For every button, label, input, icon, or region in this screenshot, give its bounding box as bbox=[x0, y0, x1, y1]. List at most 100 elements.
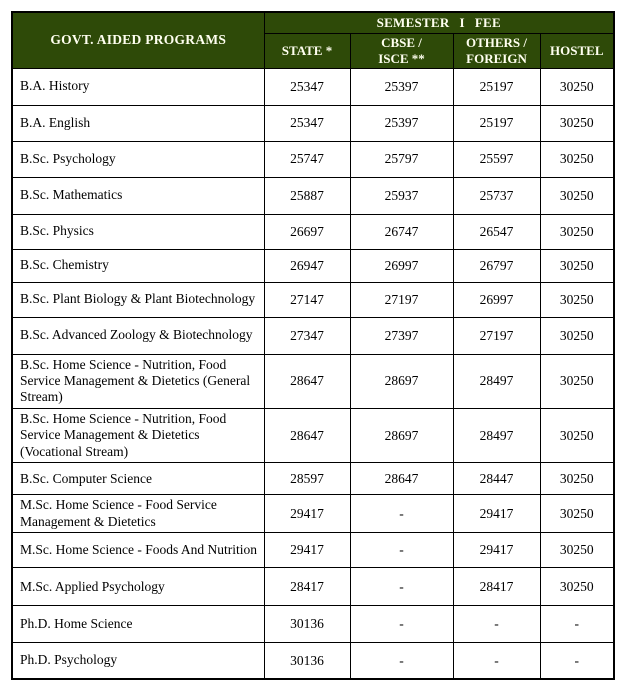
table-row: B.Sc. Home Science - Nutrition, Food Ser… bbox=[11, 407, 615, 464]
table-row: M.Sc. Applied Psychology 28417-28417 30250 bbox=[11, 567, 615, 607]
hostel-fee-cell: 30250 bbox=[539, 353, 615, 409]
program-name-cell: B.A. English bbox=[11, 104, 265, 142]
cbse-isce-fee-cell: - bbox=[349, 532, 454, 569]
cbse-isce-fee-cell: 25937 bbox=[349, 176, 454, 215]
hostel-fee-cell: 30250 bbox=[539, 407, 615, 464]
cbse-isce-fee-cell: 27197 bbox=[349, 281, 454, 318]
table-header: GOVT. AIDED PROGRAMS SEMESTER I FEE STAT… bbox=[11, 11, 615, 69]
program-name-cell: M.Sc. Applied Psychology bbox=[11, 567, 265, 607]
program-column-header: GOVT. AIDED PROGRAMS bbox=[11, 11, 265, 69]
col-header-others-foreign: OTHERS / FOREIGN bbox=[452, 32, 541, 69]
state-fee-cell: 25347 bbox=[263, 67, 351, 106]
state-fee-cell: 29417 bbox=[263, 532, 351, 569]
semester-fee-header: SEMESTER I FEE bbox=[263, 11, 615, 34]
state-fee-cell: 25347 bbox=[263, 104, 351, 142]
hostel-fee-cell: 30250 bbox=[539, 281, 615, 318]
program-name-cell: B.Sc. Physics bbox=[11, 213, 265, 250]
program-name-cell: B.Sc. Computer Science bbox=[11, 462, 265, 496]
others-foreign-fee-cell: 28447 bbox=[452, 462, 541, 496]
state-fee-cell: 28597 bbox=[263, 462, 351, 496]
others-foreign-fee-cell: 25197 bbox=[452, 67, 541, 106]
table-row: B.Sc. Computer Science 28597 28647 28447 302… bbox=[11, 462, 615, 496]
program-name-cell: M.Sc. Home Science - Food Service Manage… bbox=[11, 494, 265, 534]
program-name-cell: B.Sc. Plant Biology & Plant Biotechnolog… bbox=[11, 281, 265, 318]
govt-aided-programs-fee-table: GOVT. AIDED PROGRAMS SEMESTER I FEE STAT… bbox=[11, 11, 616, 680]
table-row: B.Sc. Mathematics 25887 25937 25737 30250 bbox=[11, 176, 615, 215]
col-header-state: STATE * bbox=[263, 32, 351, 69]
hostel-fee-cell: 30250 bbox=[539, 316, 615, 355]
table-row: B.Sc. Advanced Zoology & Biotechnology 27… bbox=[11, 316, 615, 355]
others-foreign-fee-cell: 28497 bbox=[452, 407, 541, 464]
others-foreign-fee-cell: 25737 bbox=[452, 176, 541, 215]
table-row: B.Sc. Chemistry 26947 26997 26797 30250 bbox=[11, 248, 615, 283]
state-fee-cell: 30136 bbox=[263, 605, 351, 644]
program-name-cell: Ph.D. Home Science bbox=[11, 605, 265, 644]
others-foreign-fee-cell: 26547 bbox=[452, 213, 541, 250]
others-foreign-fee-cell: 28497 bbox=[452, 353, 541, 409]
table-row: B.Sc. Home Science - Nutrition, Food Ser… bbox=[11, 353, 615, 409]
program-name-cell: Ph.D. Psychology bbox=[11, 642, 265, 680]
table-row: Ph.D. Psychology 30136- - - bbox=[11, 642, 615, 680]
table-row: B.A. English 25347 25397 25197 30250 bbox=[11, 104, 615, 142]
state-fee-cell: 25747 bbox=[263, 140, 351, 178]
program-name-cell: M.Sc. Home Science - Foods And Nutrition bbox=[11, 532, 265, 569]
others-foreign-fee-cell: 26997 bbox=[452, 281, 541, 318]
hostel-fee-cell: 30250 bbox=[539, 67, 615, 106]
others-foreign-fee-cell: 28417 bbox=[452, 567, 541, 607]
col-header-hostel: HOSTEL bbox=[539, 32, 615, 69]
program-name-cell: B.A. History bbox=[11, 67, 265, 106]
state-fee-cell: 27147 bbox=[263, 281, 351, 318]
hostel-fee-cell: 30250 bbox=[539, 213, 615, 250]
hostel-fee-cell: 30250 bbox=[539, 140, 615, 178]
state-fee-cell: 28647 bbox=[263, 353, 351, 409]
program-name-cell: B.Sc. Chemistry bbox=[11, 248, 265, 283]
others-foreign-fee-cell: 29417 bbox=[452, 532, 541, 569]
hostel-fee-cell: 30250 bbox=[539, 494, 615, 534]
others-foreign-fee-cell: 27197 bbox=[452, 316, 541, 355]
cbse-isce-fee-cell: 25397 bbox=[349, 104, 454, 142]
cbse-isce-fee-cell: 26997 bbox=[349, 248, 454, 283]
state-fee-cell: 25887 bbox=[263, 176, 351, 215]
cbse-isce-fee-cell: 28697 bbox=[349, 407, 454, 464]
others-foreign-fee-cell: 25597 bbox=[452, 140, 541, 178]
program-name-cell: B.Sc. Mathematics bbox=[11, 176, 265, 215]
program-name-cell: B.Sc. Advanced Zoology & Biotechnology bbox=[11, 316, 265, 355]
cbse-isce-fee-cell: 25797 bbox=[349, 140, 454, 178]
state-fee-cell: 27347 bbox=[263, 316, 351, 355]
cbse-isce-fee-cell: 25397 bbox=[349, 67, 454, 106]
state-fee-cell: 29417 bbox=[263, 494, 351, 534]
others-foreign-fee-cell: 26797 bbox=[452, 248, 541, 283]
hostel-fee-cell: 30250 bbox=[539, 532, 615, 569]
others-foreign-fee-cell: - bbox=[452, 605, 541, 644]
hostel-fee-cell: 30250 bbox=[539, 248, 615, 283]
table-row: M.Sc. Home Science - Foods And Nutrition… bbox=[11, 532, 615, 569]
program-name-cell: B.Sc. Home Science - Nutrition, Food Ser… bbox=[11, 407, 265, 464]
program-name-cell: B.Sc. Psychology bbox=[11, 140, 265, 178]
cbse-isce-fee-cell: - bbox=[349, 567, 454, 607]
others-foreign-fee-cell: 25197 bbox=[452, 104, 541, 142]
col-header-cbse-isce: CBSE / ISCE ** bbox=[349, 32, 454, 69]
table-row: Ph.D. Home Science 30136- - - bbox=[11, 605, 615, 644]
cbse-isce-fee-cell: 28697 bbox=[349, 353, 454, 409]
state-fee-cell: 26697 bbox=[263, 213, 351, 250]
hostel-fee-cell: - bbox=[539, 605, 615, 644]
hostel-fee-cell: 30250 bbox=[539, 104, 615, 142]
cbse-isce-fee-cell: 28647 bbox=[349, 462, 454, 496]
hostel-fee-cell: 30250 bbox=[539, 462, 615, 496]
hostel-fee-cell: 30250 bbox=[539, 567, 615, 607]
table-body: B.A. History 25347 25397 25197 30250 B.A. Eng… bbox=[11, 67, 615, 680]
table-row: B.Sc. Physics 26697 26747 26547 30250 bbox=[11, 213, 615, 250]
state-fee-cell: 28647 bbox=[263, 407, 351, 464]
table-row: B.Sc. Plant Biology & Plant Biotechnolog… bbox=[11, 281, 615, 318]
state-fee-cell: 30136 bbox=[263, 642, 351, 680]
cbse-isce-fee-cell: 26747 bbox=[349, 213, 454, 250]
table-row: B.A. History 25347 25397 25197 30250 bbox=[11, 67, 615, 106]
cbse-isce-fee-cell: - bbox=[349, 642, 454, 680]
hostel-fee-cell: - bbox=[539, 642, 615, 680]
fee-subheader-row: STATE * CBSE / ISCE ** OTHERS / FOREIGN … bbox=[12, 32, 615, 69]
program-name-cell: B.Sc. Home Science - Nutrition, Food Ser… bbox=[11, 353, 265, 409]
state-fee-cell: 28417 bbox=[263, 567, 351, 607]
state-fee-cell: 26947 bbox=[263, 248, 351, 283]
others-foreign-fee-cell: - bbox=[452, 642, 541, 680]
